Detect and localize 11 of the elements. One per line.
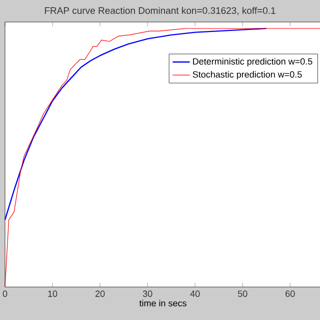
x-tick-label: 60 (286, 290, 295, 297)
chart-title: FRAP curve Reaction Dominant kon=0.31623, koff=0.1 (44, 6, 276, 16)
x-axis-title: time in secs (139, 300, 186, 306)
x-tick-label: 40 (190, 290, 200, 297)
x-tick-label: 20 (95, 290, 105, 297)
x-tick-label: 30 (142, 290, 152, 297)
x-tick-label: 10 (48, 290, 58, 297)
legend-label: Deterministic prediction w=0.5 (193, 58, 312, 66)
legend-label: Stochastic prediction w=0.5 (192, 71, 302, 80)
x-tick-label: 50 (238, 290, 248, 297)
x-tick-label: 0 (2, 290, 8, 297)
